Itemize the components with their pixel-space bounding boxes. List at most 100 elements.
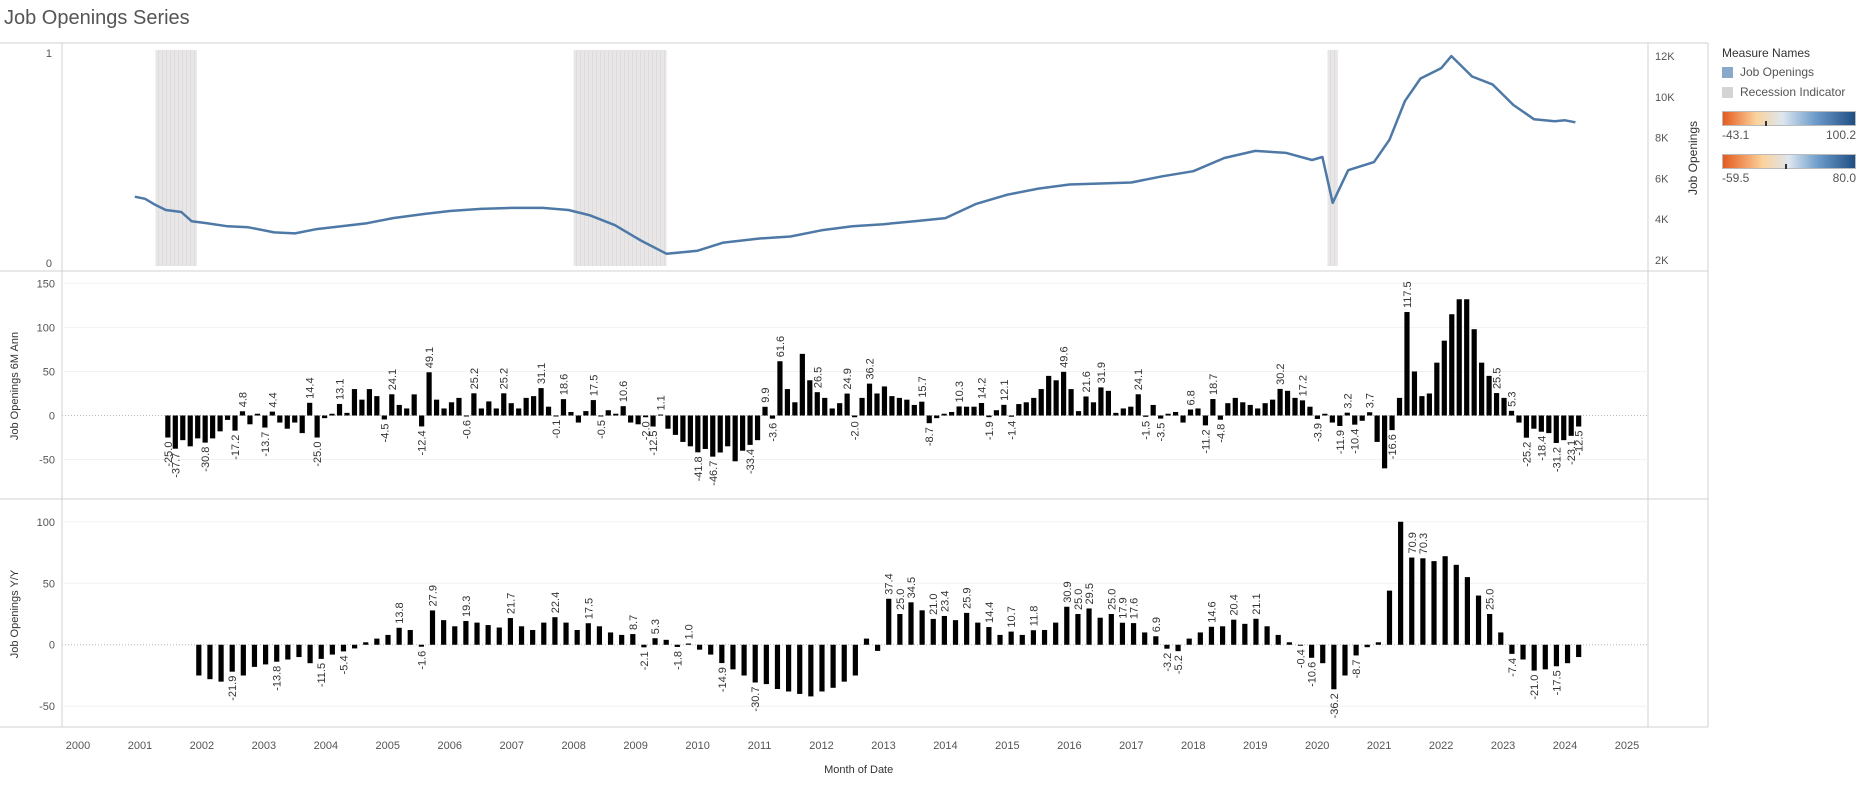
bar (971, 406, 977, 416)
bar (1493, 393, 1500, 416)
data-label: -1.9 (984, 421, 996, 440)
bar (210, 415, 216, 439)
bar (975, 622, 981, 645)
bar (1264, 626, 1270, 645)
bar (1001, 404, 1007, 416)
bar (1186, 638, 1192, 645)
bar (863, 638, 870, 645)
bar (619, 634, 625, 645)
legend-item-recession[interactable]: Recession Indicator (1722, 85, 1858, 99)
data-label: 36.2 (865, 358, 877, 379)
y-tick-label: -50 (39, 455, 55, 467)
bar (875, 644, 881, 651)
bar (359, 399, 365, 416)
bar (318, 644, 324, 659)
bar (702, 415, 708, 449)
data-label: -1.8 (672, 651, 684, 670)
bar (1210, 399, 1216, 416)
data-label: 25.2 (499, 368, 511, 389)
data-label: -7.4 (1507, 658, 1519, 677)
data-label: 25.0 (1073, 589, 1085, 610)
data-label: -21.9 (227, 676, 239, 701)
bar (560, 399, 567, 416)
color-ramp-yy (1722, 154, 1856, 169)
bar (1419, 396, 1425, 416)
bar (1242, 623, 1248, 645)
x-tick-label: 2024 (1553, 740, 1577, 752)
bar (448, 402, 455, 416)
bar (1240, 402, 1246, 416)
data-label: 6.8 (1186, 390, 1198, 405)
bar (463, 621, 469, 645)
data-label: 37.4 (884, 573, 896, 594)
bar (1367, 412, 1373, 416)
bar (396, 627, 402, 645)
right-tick-label: 6K (1655, 173, 1669, 185)
bar (1456, 299, 1462, 416)
data-label: 27.9 (428, 585, 440, 606)
data-label: 3.7 (1365, 393, 1377, 408)
bar (1275, 634, 1281, 645)
bar (769, 415, 776, 419)
data-label: 15.7 (917, 376, 929, 397)
y-tick-label: 0 (49, 411, 55, 423)
data-label: 1.0 (683, 624, 695, 639)
bar (710, 415, 716, 457)
data-label: -8.7 (1351, 659, 1363, 678)
bar (672, 415, 679, 435)
bar (620, 406, 626, 416)
bar (1150, 404, 1156, 416)
bar (926, 415, 932, 424)
data-label: 13.1 (335, 379, 347, 400)
data-label: 6.9 (1151, 617, 1163, 632)
data-label: 117.5 (1402, 281, 1414, 308)
x-tick-label: 2008 (561, 740, 585, 752)
bar (650, 415, 656, 427)
bar (307, 644, 313, 664)
bar (507, 618, 514, 645)
bar (274, 644, 280, 662)
bar (1086, 608, 1092, 645)
bar (1175, 644, 1181, 652)
bar (717, 415, 723, 453)
data-label: 17.5 (583, 598, 595, 619)
data-label: -12.5 (1574, 431, 1586, 456)
bar (696, 644, 703, 650)
bar (1083, 396, 1089, 416)
bar (1019, 634, 1025, 645)
data-label: -25.0 (312, 442, 324, 467)
bar (1374, 415, 1380, 442)
bar (763, 644, 769, 685)
data-label: 14.2 (976, 378, 988, 399)
bar (262, 415, 268, 428)
x-tick-label: 2017 (1119, 740, 1143, 752)
bar (687, 415, 693, 447)
bar (896, 397, 902, 416)
bar (1164, 644, 1170, 649)
data-label: 70.3 (1418, 533, 1430, 554)
bar (1546, 415, 1552, 434)
bar (1061, 371, 1067, 416)
bar (1286, 642, 1292, 645)
data-label: 23.4 (939, 591, 951, 612)
data-label: -3.6 (767, 423, 779, 442)
bar (363, 642, 369, 645)
bar (785, 644, 792, 692)
x-tick-label: 2001 (128, 740, 152, 752)
bar (797, 644, 803, 694)
bar (240, 644, 246, 676)
bar (1008, 415, 1014, 417)
bar (1270, 399, 1276, 416)
data-label: 21.7 (505, 593, 517, 614)
data-label: 24.1 (387, 369, 399, 390)
x-tick-label: 2003 (252, 740, 276, 752)
bar (366, 389, 372, 416)
bar (911, 404, 917, 416)
bar (819, 644, 825, 692)
bar (1232, 397, 1238, 416)
ramp-max-label: 80.0 (1832, 171, 1856, 185)
legend-item-job-openings[interactable]: Job Openings (1722, 65, 1858, 79)
bar (1404, 312, 1410, 416)
bar (307, 402, 313, 416)
